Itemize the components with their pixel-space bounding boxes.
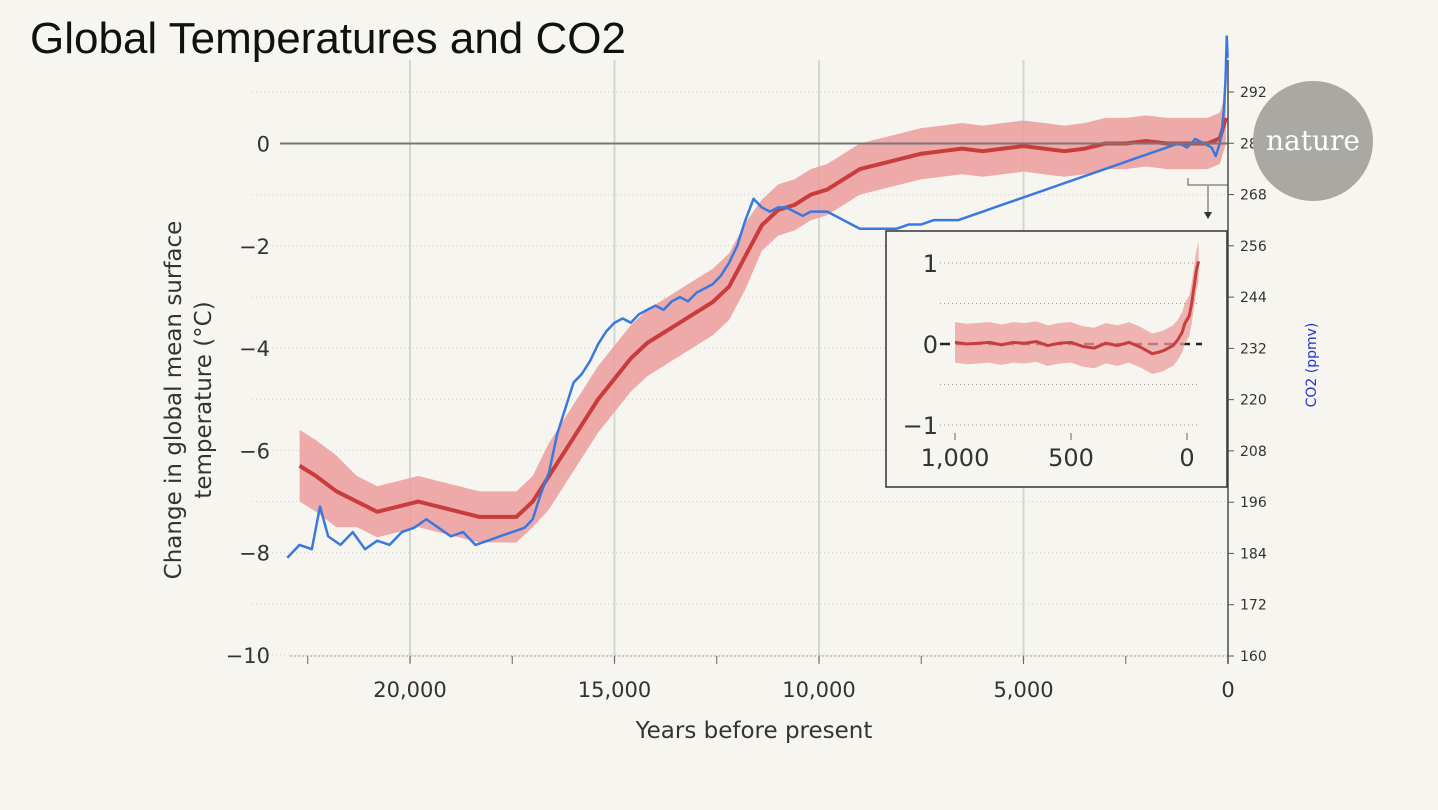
inset-x-tick-label: 500 <box>1048 444 1094 472</box>
y2-tick-label: 160 <box>1240 649 1267 665</box>
inset-x-tick-label: 1,000 <box>921 444 990 472</box>
inset-chart: 1,000 500 0 1 0 −1 <box>885 178 1229 488</box>
y2-tick-label: 184 <box>1240 546 1267 562</box>
co2-line <box>286 35 1229 559</box>
y2-axis-label: CO2 (ppmv) <box>1304 323 1320 408</box>
y2-tick-label: 208 <box>1240 444 1267 460</box>
y2-tick-label: 268 <box>1240 188 1267 204</box>
temperature-band-layer <box>299 92 1226 543</box>
y-tick-label: −4 <box>239 337 270 361</box>
y-axis-label-line1: Change in global mean surface <box>161 221 187 580</box>
nature-logo: nature <box>1253 81 1373 201</box>
y2-tick-label: 292 <box>1240 85 1267 101</box>
series-layer <box>286 35 1229 559</box>
y-tick-label: −8 <box>239 542 270 566</box>
inset-x-tick-label: 0 <box>1179 444 1194 472</box>
y-tick-label: 0 <box>257 133 270 157</box>
y2-tick-label: 232 <box>1240 341 1267 357</box>
x-tick-label: 15,000 <box>578 678 651 702</box>
inset-arrowhead <box>1204 212 1212 219</box>
inset-y-tick-label: 0 <box>923 331 938 359</box>
y-tick-label: −10 <box>226 644 270 668</box>
x-tick-label: 10,000 <box>782 678 855 702</box>
tick-labels: 20,000 15,000 10,000 5,000 00−2−4−6−8−102922… <box>161 85 1320 744</box>
slide-title: Global Temperatures and CO2 <box>30 14 626 63</box>
y2-tick-label: 220 <box>1240 393 1267 409</box>
y2-tick-label: 256 <box>1240 239 1267 255</box>
temperature-line <box>298 117 1228 519</box>
inset-y-tick-label: −1 <box>903 412 938 440</box>
inset-temperature-line <box>954 261 1201 356</box>
x-axis-label: Years before present <box>635 718 873 744</box>
y-axis-label-line2: temperature (°C) <box>191 301 217 498</box>
inset-y-tick-label: 1 <box>923 250 938 278</box>
axis-layer <box>280 60 1234 664</box>
y2-tick-label: 244 <box>1240 290 1267 306</box>
x-tick-label: 5,000 <box>993 678 1053 702</box>
x-tick-label: 0 <box>1221 678 1234 702</box>
temperature-uncertainty-band <box>299 92 1226 543</box>
x-tick-label: 20,000 <box>373 678 446 702</box>
y2-tick-label: 172 <box>1240 598 1267 614</box>
logo-text: nature <box>1266 124 1360 157</box>
y-tick-label: −2 <box>239 235 270 259</box>
logo-circle <box>1253 81 1373 201</box>
inset-uncertainty-band <box>955 241 1199 374</box>
inset-bracket <box>1187 178 1229 186</box>
y2-tick-label: 196 <box>1240 495 1267 511</box>
y-tick-label: −6 <box>239 439 270 463</box>
